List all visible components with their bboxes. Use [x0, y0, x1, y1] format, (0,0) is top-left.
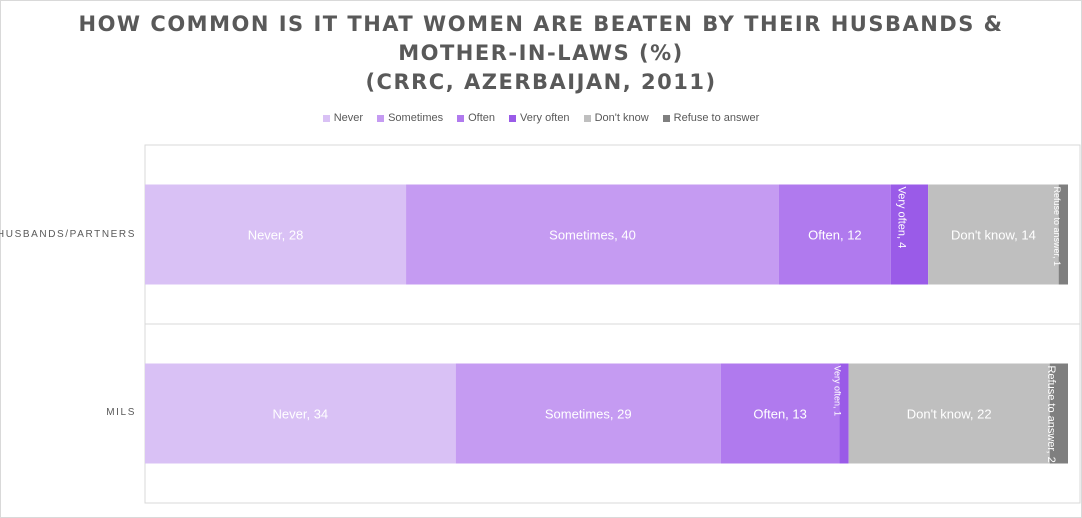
- data-label: Don't know, 22: [907, 407, 992, 422]
- legend-item-very-often: Very often: [509, 112, 570, 124]
- legend-item-sometimes: Sometimes: [377, 112, 443, 124]
- data-label: Often, 13: [753, 407, 806, 422]
- category-label-husbands: HUSBANDS/PARTNERS: [0, 229, 136, 240]
- legend-label: Sometimes: [388, 112, 444, 124]
- bar-very-often-0: [890, 184, 929, 285]
- chart-legend: Never Sometimes Often Very often Don't know R…: [0, 112, 1082, 124]
- data-label: Refuse to answer, 2: [1045, 366, 1057, 463]
- bar-often-1: [720, 363, 840, 464]
- legend-swatch: [322, 114, 330, 122]
- bar-never-1: [145, 363, 456, 464]
- legend-swatch: [662, 114, 670, 122]
- data-label: Sometimes, 29: [545, 407, 632, 422]
- legend-swatch: [583, 114, 591, 122]
- bar-don-t-know-1: [848, 363, 1050, 464]
- data-label: Very often, 1: [833, 366, 843, 417]
- data-label: Refuse to answer, 1: [1052, 187, 1062, 267]
- bar-refuse-to-answer-0: [1058, 184, 1068, 285]
- data-label: Never, 34: [273, 407, 329, 422]
- legend-item-refuse-to-answer: Refuse to answer: [662, 112, 760, 124]
- legend-label: Don't know: [594, 112, 649, 124]
- chart-title-line-2: MOTHER-IN-LAWS (%): [398, 41, 684, 65]
- bar-often-0: [778, 184, 891, 285]
- bar-sometimes-1: [455, 363, 721, 464]
- legend-label: Refuse to answer: [673, 112, 760, 124]
- data-label: Very often, 4: [895, 187, 907, 249]
- bar-don-t-know-0: [928, 184, 1059, 285]
- legend-swatch: [457, 114, 465, 122]
- legend-item-don-t-know: Don't know: [583, 112, 649, 124]
- data-label: Don't know, 14: [951, 228, 1036, 243]
- bar-never-0: [145, 184, 407, 285]
- data-label: Never, 28: [248, 228, 304, 243]
- category-label-mils: MILS: [106, 407, 136, 418]
- chart-title-line-1: HOW COMMON IS IT THAT WOMEN ARE BEATEN B…: [78, 12, 1004, 36]
- legend-label: Often: [468, 112, 496, 124]
- chart-title-line-3: (CRRC, AZERBAIJAN, 2011): [365, 70, 717, 94]
- legend-item-never: Never: [322, 112, 364, 124]
- bar-very-often-1: [839, 363, 849, 464]
- legend-swatch: [509, 114, 517, 122]
- legend-item-often: Often: [457, 112, 495, 124]
- chart-title: HOW COMMON IS IT THAT WOMEN ARE BEATEN B…: [0, 10, 1082, 97]
- data-label: Sometimes, 40: [549, 228, 636, 243]
- legend-label: Never: [333, 112, 364, 124]
- bar-sometimes-0: [406, 184, 779, 285]
- legend-swatch: [377, 114, 385, 122]
- bar-refuse-to-answer-1: [1049, 363, 1068, 464]
- data-label: Often, 12: [808, 228, 861, 243]
- legend-label: Very often: [520, 112, 570, 124]
